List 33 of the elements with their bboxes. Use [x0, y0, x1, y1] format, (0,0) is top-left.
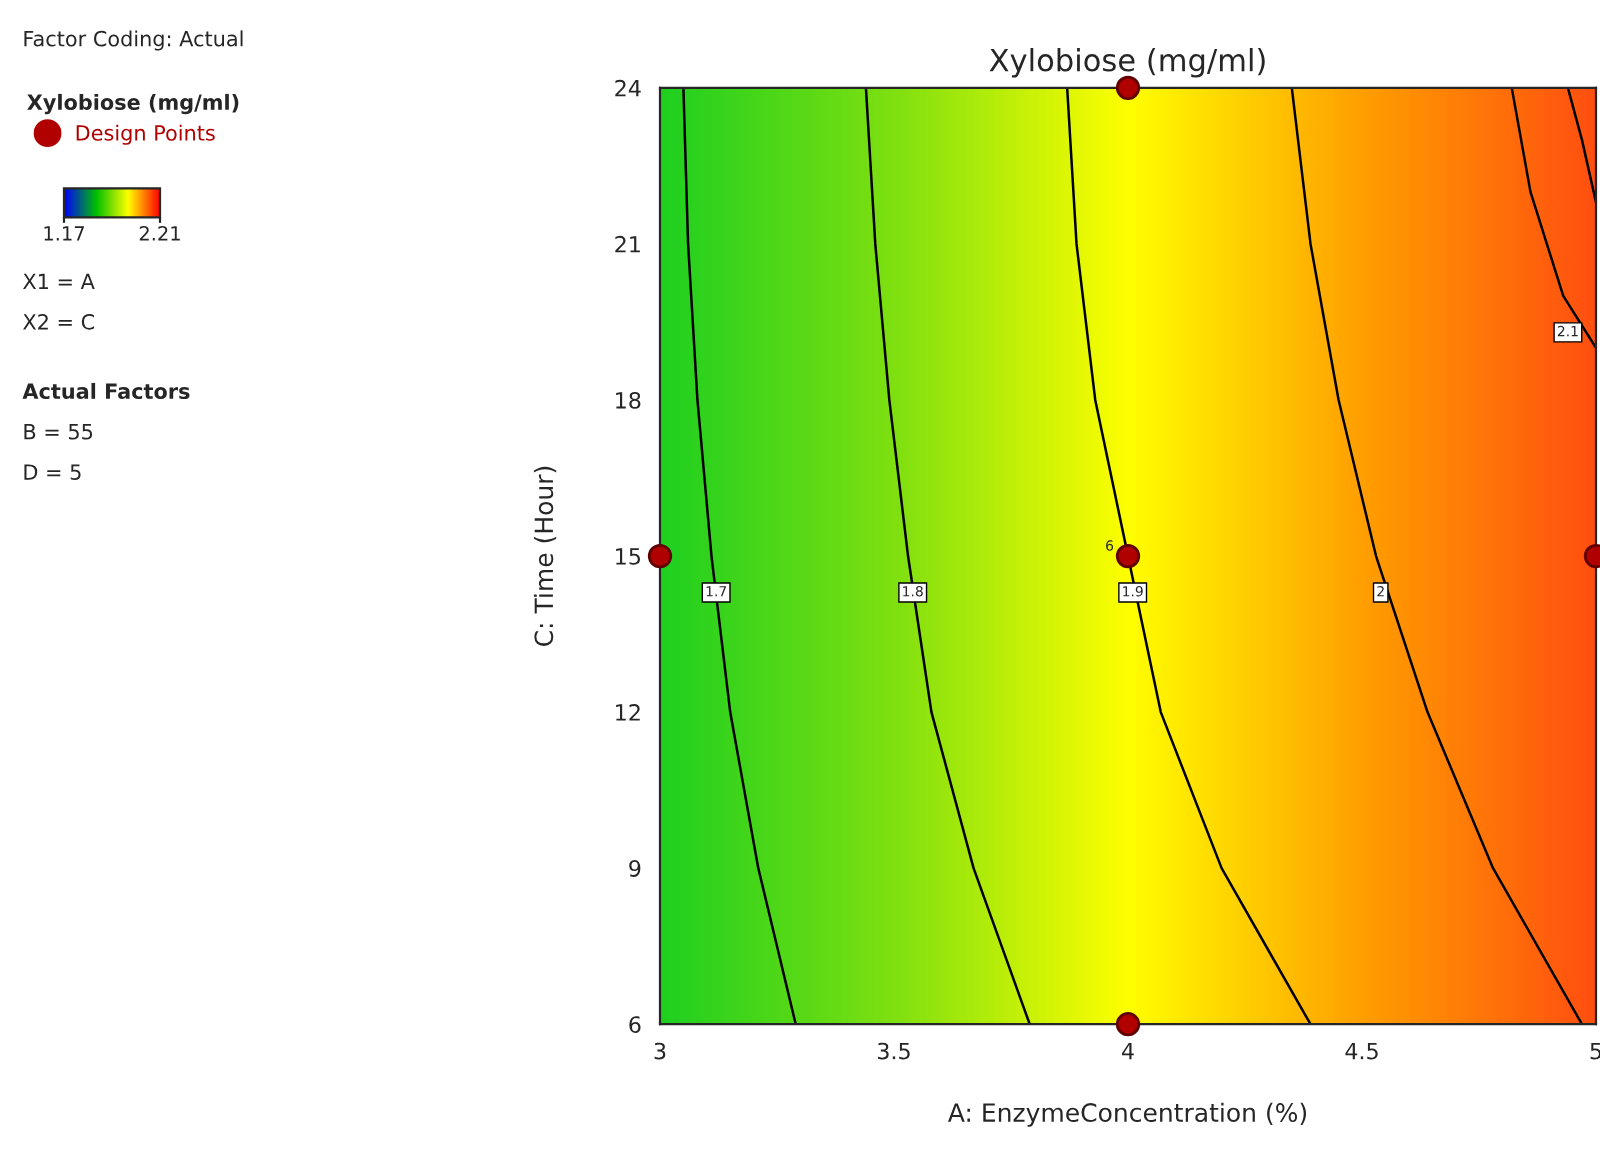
text: X1 = A — [23, 273, 95, 289]
x-axis-title: A: EnzymeConcentration (%) — [948, 1102, 1307, 1127]
y-tick-label: 21 — [615, 235, 640, 253]
point — [1115, 75, 1141, 100]
line-series — [1510, 87, 1596, 350]
y-tick-label: 6 — [629, 1016, 641, 1033]
color-bar-label: 1.17 — [44, 226, 84, 241]
color-bar-label: 2.21 — [139, 226, 180, 241]
x-tick-label: 3.5 — [878, 1042, 910, 1060]
text: Actual Factors — [22, 382, 190, 400]
y-tick-label: 18 — [616, 391, 641, 409]
text: X2 = C — [23, 313, 95, 330]
chart-title: Xylobiose (mg/ml) — [989, 47, 1265, 78]
x-tick-label: 4 — [1122, 1042, 1134, 1060]
y-tick-label: 15 — [616, 548, 640, 565]
line-series — [864, 87, 1031, 1025]
legend-label: Design Points — [76, 124, 215, 145]
text: Factor Coding: Actual — [24, 30, 243, 51]
line-series — [1065, 87, 1312, 1025]
text: B = 55 — [24, 424, 93, 440]
y-tick-label: 9 — [629, 860, 641, 877]
x-tick-label: 4.5 — [1345, 1042, 1378, 1060]
line-series — [1290, 87, 1584, 1025]
x-tick-label: 3 — [654, 1042, 666, 1060]
point — [1115, 543, 1141, 569]
legend-title: Xylobiose (mg/ml) — [27, 93, 239, 115]
text: D = 5 — [24, 464, 81, 480]
y-tick-label: 12 — [616, 704, 640, 721]
y-axis-title: C: Time (Hour) — [533, 466, 557, 646]
y-tick-label: 24 — [615, 79, 641, 97]
point — [647, 543, 673, 569]
line-series — [682, 87, 797, 1025]
point — [1115, 1012, 1141, 1037]
